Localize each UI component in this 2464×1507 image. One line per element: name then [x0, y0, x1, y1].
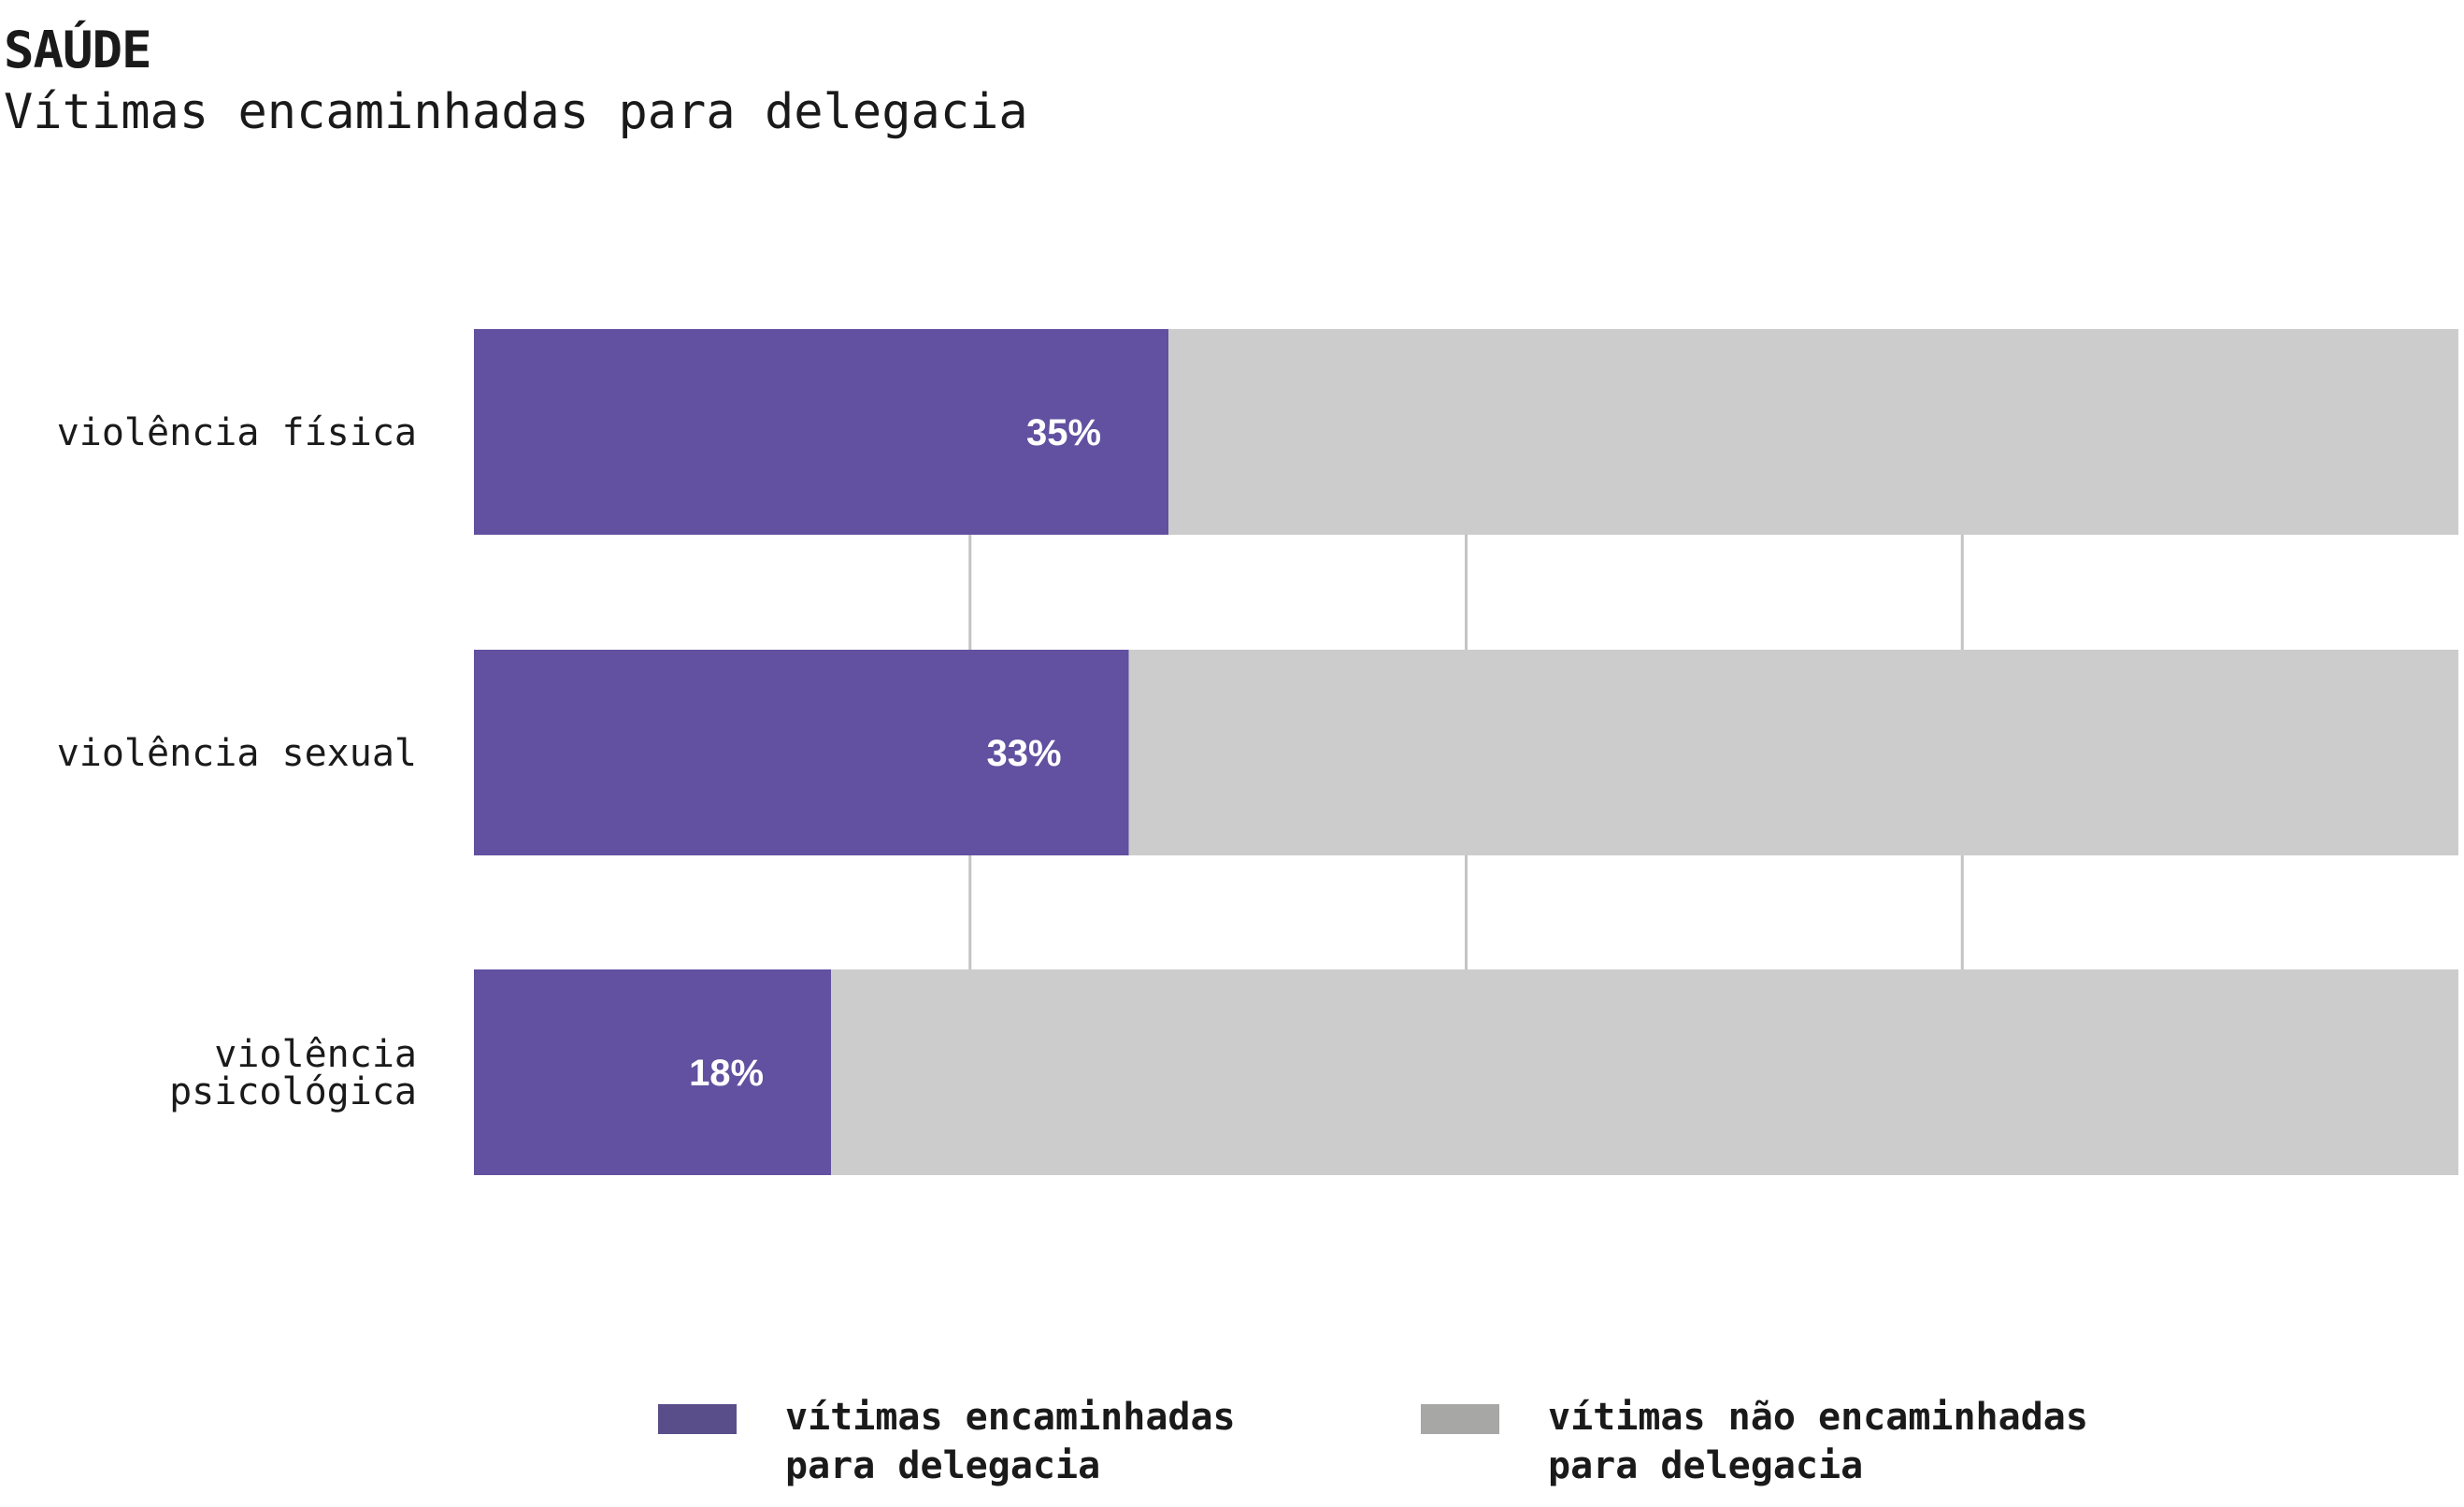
bar-encaminhadas-1	[474, 650, 1129, 855]
bar-chart: 35% violência física 33% violência sexual 18…	[57, 329, 2458, 1175]
value-label-1: 33%	[987, 733, 1062, 774]
legend-swatch-nao-encaminhadas	[1421, 1404, 1499, 1434]
value-label-2: 18%	[689, 1053, 764, 1094]
bar-nao-encaminhadas-2	[831, 969, 2458, 1175]
category-label-1: violência sexual	[57, 732, 417, 775]
legend-label-encaminhadas: vítimas encaminhadas para delegacia	[785, 1396, 1236, 1487]
bar-encaminhadas-2	[474, 969, 832, 1175]
legend-label-nao-encaminhadas: vítimas não encaminhadas para delegacia	[1548, 1396, 2088, 1487]
bar-nao-encaminhadas-0	[1168, 329, 2458, 535]
category-label-0: violência física	[57, 411, 417, 454]
legend-item-nao-encaminhadas: vítimas não encaminhadas para delegacia	[1421, 1393, 2088, 1490]
value-label-0: 35%	[1026, 412, 1101, 453]
chart-kicker: SAÚDE	[4, 21, 152, 79]
bar-encaminhadas-0	[474, 329, 1169, 535]
legend-item-encaminhadas: vítimas encaminhadas para delegacia	[658, 1393, 1236, 1490]
chart-title: Vítimas encaminhadas para delegacia	[4, 84, 1028, 140]
legend-swatch-encaminhadas	[658, 1404, 737, 1434]
bar-nao-encaminhadas-1	[1128, 650, 2458, 855]
category-label-2-line-1: psicológica	[169, 1070, 417, 1113]
category-label-2-line-0: violência	[214, 1033, 417, 1076]
